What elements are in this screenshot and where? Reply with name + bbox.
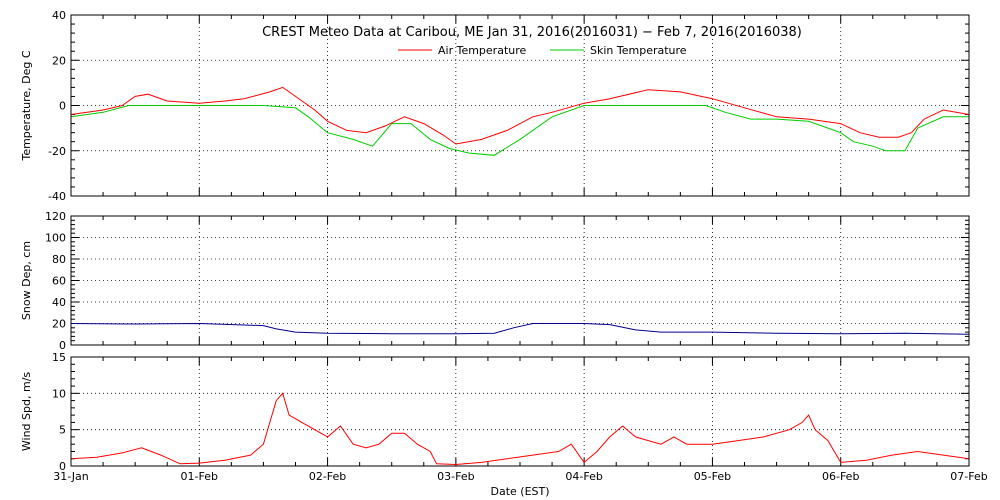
y-tick-label: 15 xyxy=(52,351,66,364)
x-axis-label: Date (EST) xyxy=(490,485,549,498)
y-tick-label: 100 xyxy=(45,232,66,245)
y-tick-label: 120 xyxy=(45,210,66,223)
y-axis-label-snow: Snow Dep, cm xyxy=(20,241,33,320)
y-tick-label: 20 xyxy=(52,318,66,331)
x-tick-label: 01-Feb xyxy=(181,470,218,483)
panel-frame xyxy=(70,14,970,197)
panel-snow: 0 20 40 60 80 100 120 Snow Dep, cm xyxy=(20,210,970,352)
legend-label-skin-temperature: Skin Temperature xyxy=(590,44,687,57)
y-axis-label-temperature: Temperature, Deg C xyxy=(20,50,33,161)
panel-frame xyxy=(70,356,970,467)
y-tick-label: 40 xyxy=(52,9,66,22)
x-tick-label: 04-Feb xyxy=(565,470,602,483)
y-tick-label: -40 xyxy=(48,190,66,203)
series-line-skin-temperature xyxy=(70,105,969,156)
y-tick-label: 20 xyxy=(52,54,66,67)
series-line-snow-series-0 xyxy=(70,322,970,335)
x-tick-label: 03-Feb xyxy=(437,470,474,483)
y-tick-label: -20 xyxy=(48,145,66,158)
y-tick-label: 0 xyxy=(59,100,66,113)
y-axis-label-wind: Wind Spd, m/s xyxy=(20,372,33,452)
panel-wind: 0 5 10 15 Wind Spd, m/s xyxy=(20,351,970,473)
y-tick-label: 60 xyxy=(52,275,66,288)
y-tick-label: 0 xyxy=(59,460,66,473)
y-tick-label: 5 xyxy=(59,424,66,437)
legend: Air Temperature Skin Temperature xyxy=(398,44,687,57)
x-tick-label: 02-Feb xyxy=(309,470,346,483)
x-tick-label: 31-Jan xyxy=(53,470,89,483)
series-line-air-temperature xyxy=(70,86,970,145)
y-tick-label: 0 xyxy=(59,339,66,352)
x-tick-label: 06-Feb xyxy=(822,470,859,483)
panel-temperature: -40 -20 0 20 40 Temperature, Deg C xyxy=(20,9,970,203)
y-tick-label: 80 xyxy=(52,253,66,266)
y-tick-label: 40 xyxy=(52,296,66,309)
panel-frame xyxy=(70,215,970,346)
legend-label-air-temperature: Air Temperature xyxy=(438,44,527,57)
x-tick-label: 05-Feb xyxy=(694,470,731,483)
chart-title: CREST Meteo Data at Caribou, ME Jan 31, … xyxy=(262,25,802,40)
y-tick-label: 10 xyxy=(52,387,66,400)
x-tick-label: 07-Feb xyxy=(950,470,987,483)
series-line-wind-series-0 xyxy=(70,392,970,466)
